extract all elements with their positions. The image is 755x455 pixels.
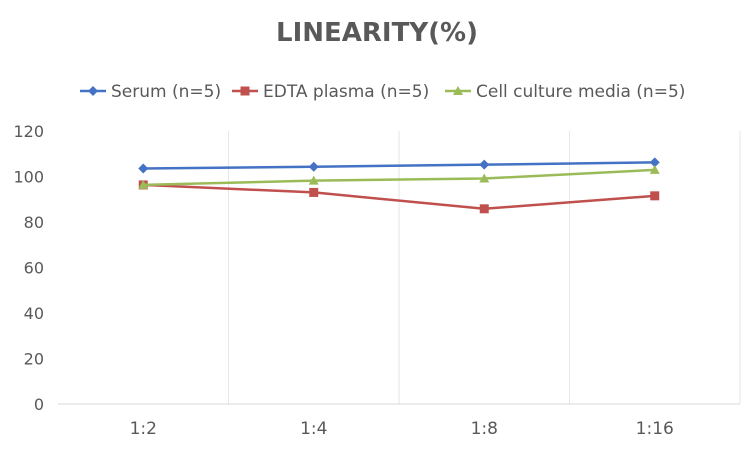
diamond-marker [479, 159, 490, 170]
square-marker [309, 187, 319, 197]
series-line [143, 161, 655, 170]
square-marker [479, 204, 489, 214]
diamond-marker [649, 157, 660, 168]
y-tick-label: 100 [13, 168, 44, 187]
y-tick-label: 120 [13, 122, 44, 141]
y-tick-label: 80 [24, 213, 44, 232]
y-tick-label: 0 [34, 395, 44, 414]
legend-label: Cell culture media (n=5) [476, 82, 685, 102]
y-tick-label: 20 [24, 350, 44, 369]
triangle-marker [649, 164, 660, 174]
triangle-marker [308, 175, 319, 185]
diamond-marker [138, 163, 149, 174]
series-line [143, 168, 655, 187]
triangle-marker [453, 86, 463, 95]
triangle-marker [479, 173, 490, 183]
legend-item: Serum (n=5) [80, 82, 221, 102]
legend: Serum (n=5) EDTA plasma (n=5) Cell culture… [80, 82, 685, 102]
square-marker [240, 86, 250, 96]
x-tick-label: 1:2 [130, 419, 157, 439]
legend-label: Serum (n=5) [111, 82, 221, 102]
series-0 [138, 157, 660, 174]
square-marker [650, 191, 660, 201]
legend-item: Cell culture media (n=5) [445, 82, 685, 102]
legend-item: EDTA plasma (n=5) [232, 82, 429, 102]
chart-title: LINEARITY(%) [276, 18, 478, 48]
x-tick-label: 1:16 [636, 419, 674, 439]
legend-label: EDTA plasma (n=5) [263, 82, 429, 102]
series-line [143, 183, 655, 211]
series-2 [138, 164, 660, 189]
x-tick-label: 1:4 [300, 419, 327, 439]
diamond-marker [88, 86, 98, 96]
x-tick-label: 1:8 [471, 419, 498, 439]
diamond-marker [308, 161, 319, 172]
y-tick-label: 40 [24, 304, 44, 323]
y-tick-label: 60 [24, 259, 44, 278]
triangle-marker [138, 179, 149, 189]
